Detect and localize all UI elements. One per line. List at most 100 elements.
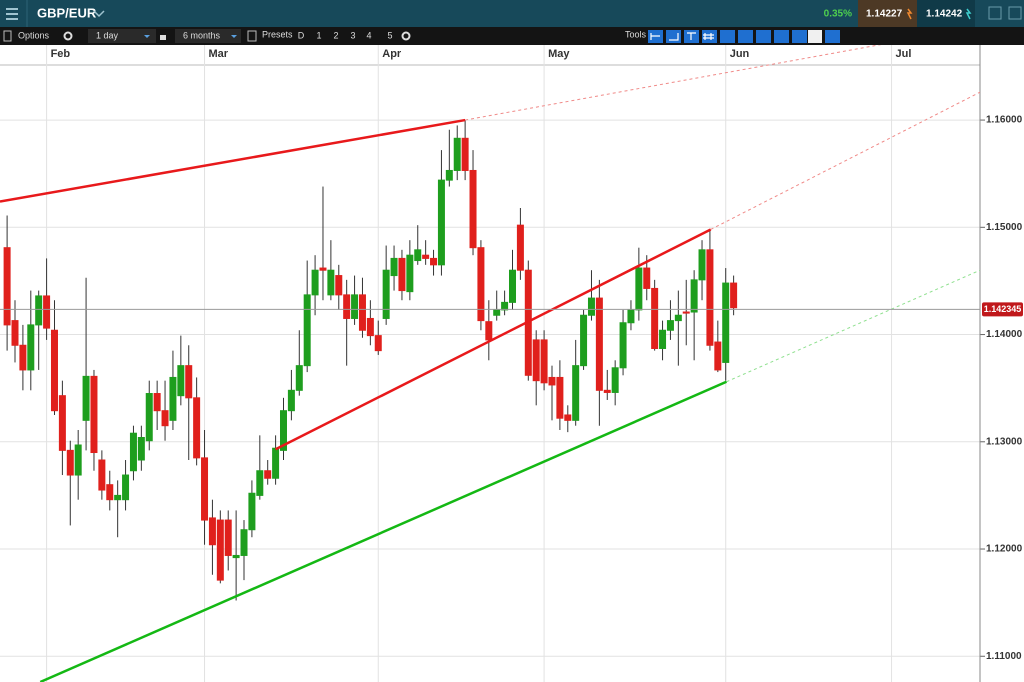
candle-body — [501, 301, 509, 311]
symbol-dropdown[interactable] — [93, 10, 105, 18]
range-dropdown[interactable] — [231, 35, 237, 38]
plot: Feb Mar Apr May Jun Jul 1.11000 1.12000 1.13000 1… — [0, 43, 1023, 682]
preset-button[interactable]: 3 — [350, 30, 355, 40]
candle-body — [722, 282, 730, 363]
candle-body — [319, 267, 327, 271]
x-tick-label: Mar — [209, 48, 229, 60]
candle-body — [358, 294, 366, 331]
trendline[interactable] — [0, 118, 466, 203]
candle-body — [398, 257, 406, 292]
tool-button[interactable] — [738, 30, 753, 43]
candle-body — [659, 329, 667, 349]
tool-button[interactable] — [666, 30, 681, 43]
candle-body — [422, 254, 430, 259]
presets-icon — [247, 30, 257, 42]
preset-button[interactable]: 5 — [387, 30, 392, 40]
tool-button[interactable] — [774, 30, 789, 43]
x-tick-label: Jun — [730, 48, 750, 60]
detach-button[interactable] — [988, 6, 1002, 20]
trendline[interactable] — [710, 91, 981, 230]
tool-button[interactable] — [756, 30, 771, 43]
buy-price[interactable]: 1.14242 — [926, 9, 963, 20]
sell-box[interactable] — [858, 0, 917, 27]
interval-select[interactable] — [88, 29, 156, 43]
candle-body — [477, 247, 485, 322]
preset-button[interactable]: 1 — [316, 30, 321, 40]
x-tick-label: May — [548, 48, 570, 60]
candle-body — [382, 269, 390, 319]
candle-body — [224, 519, 232, 556]
candle-body — [58, 395, 66, 451]
tool-button[interactable] — [792, 30, 807, 43]
candle-body — [666, 320, 674, 331]
preset-button[interactable]: D — [298, 30, 305, 40]
last-price-box — [982, 302, 1023, 317]
settings-icon[interactable] — [63, 31, 73, 41]
candle-body — [303, 294, 311, 367]
candle-body — [11, 320, 19, 346]
candle-body — [122, 474, 130, 501]
range-value[interactable]: 6 months — [183, 30, 221, 40]
sell-arrow — [906, 8, 913, 20]
candle-body — [619, 322, 627, 369]
tool-button[interactable] — [825, 30, 840, 43]
options-button[interactable]: Options — [18, 30, 50, 40]
candle-body — [153, 393, 161, 412]
candle-body — [3, 247, 11, 326]
trendline[interactable] — [39, 380, 728, 682]
buy-arrow — [965, 8, 972, 20]
candle-body — [201, 457, 209, 521]
preset-button[interactable]: 4 — [366, 30, 371, 40]
y-tick-label: 1.12000 — [986, 544, 1023, 555]
candle-body — [129, 432, 137, 472]
interval-dropdown[interactable] — [144, 35, 150, 38]
candle-body — [635, 267, 643, 311]
candle-body — [256, 470, 264, 496]
candle-body — [343, 294, 351, 319]
candle-body — [374, 335, 382, 352]
candle-body — [572, 365, 580, 421]
candle-body — [185, 365, 193, 399]
trendline[interactable] — [275, 228, 712, 451]
candle-body — [430, 257, 438, 266]
sell-price[interactable]: 1.14227 — [866, 9, 903, 20]
trendline[interactable] — [726, 269, 981, 383]
candle-body — [327, 269, 335, 296]
candle-body — [493, 309, 501, 316]
close-button[interactable] — [1008, 6, 1022, 20]
candle-body — [193, 397, 201, 459]
candle-body — [264, 470, 272, 479]
candle-body — [43, 295, 51, 329]
preset-settings[interactable] — [401, 31, 411, 41]
tool-button[interactable] — [702, 30, 717, 43]
tool-buttons — [648, 30, 840, 43]
candle-body — [216, 519, 224, 581]
menu-button[interactable] — [6, 8, 18, 20]
tool-button[interactable] — [720, 30, 735, 43]
symbol[interactable]: GBP/EUR — [37, 5, 97, 20]
y-tick-label: 1.11000 — [986, 651, 1022, 662]
range-select[interactable] — [175, 29, 241, 43]
print-button[interactable] — [808, 30, 822, 43]
candle-body — [82, 375, 90, 421]
candle-body — [208, 517, 216, 546]
candle-body — [366, 317, 374, 337]
buy-box[interactable] — [917, 0, 975, 27]
candle-body — [461, 137, 469, 171]
preset-button[interactable]: 2 — [333, 30, 338, 40]
candle-body — [548, 376, 556, 386]
candle-body — [674, 314, 682, 322]
options-icon[interactable] — [3, 30, 12, 42]
lock-icon[interactable] — [160, 35, 166, 40]
candle-body — [240, 529, 248, 556]
candle-body — [248, 492, 256, 531]
y-tick-label: 1.13000 — [986, 436, 1023, 447]
candle-body — [169, 376, 177, 421]
interval-value[interactable]: 1 day — [96, 30, 119, 40]
candle-body — [145, 393, 153, 442]
trendline[interactable] — [465, 43, 885, 121]
candle-body — [698, 249, 706, 281]
candle-body — [580, 314, 588, 367]
x-tick-label: Jul — [896, 48, 912, 60]
candle-body — [706, 249, 714, 346]
